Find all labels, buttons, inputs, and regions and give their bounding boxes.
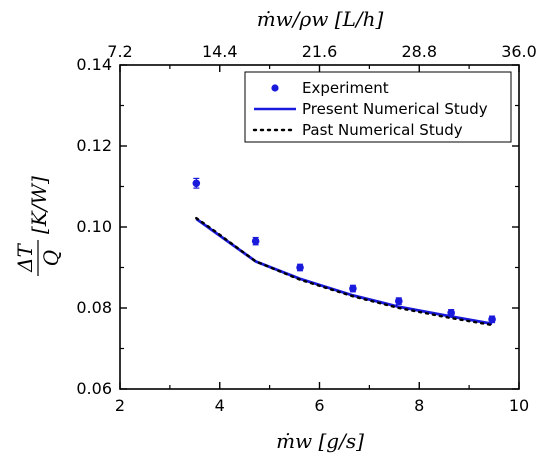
legend-past-label: Past Numerical Study: [302, 121, 463, 139]
legend-experiment-label: Experiment: [302, 79, 389, 97]
top-x-axis-title: ṁw/ρw [L/h]: [257, 7, 384, 31]
past-numerical-line: [195, 216, 494, 327]
legend: Experiment Present Numerical Study Past …: [244, 71, 512, 143]
experiment-point: [488, 315, 496, 324]
legend-present-label: Present Numerical Study: [302, 100, 488, 118]
top-x-tick-label: 28.8: [401, 42, 437, 61]
x-tick-label: 10: [509, 396, 529, 415]
top-x-tick-label: 21.6: [302, 42, 338, 61]
y-tick-label: 0.12: [76, 136, 112, 155]
top-x-tick-label: 36.0: [501, 42, 537, 61]
x-tick-label: 8: [414, 396, 424, 415]
top-x-tick-label: 7.2: [107, 42, 132, 61]
y-axis-title-denominator: Q: [39, 250, 63, 266]
x-tick-label: 6: [314, 396, 324, 415]
y-tick-label: 0.14: [76, 55, 112, 74]
series-layer: [192, 177, 496, 327]
present-numerical-line: [195, 217, 493, 326]
y-tick-label: 0.10: [76, 217, 112, 236]
experiment-point: [192, 179, 201, 188]
experiment-point: [251, 237, 260, 245]
experiment-point: [395, 297, 403, 305]
y-tick-label: 0.08: [76, 298, 112, 317]
experiment-point: [447, 309, 455, 317]
x-tick-label: 4: [215, 396, 225, 415]
y-axis-title-unit: [K/W]: [27, 176, 51, 234]
top-x-tick-label: 14.4: [202, 42, 238, 61]
y-tick-label: 0.06: [76, 379, 112, 398]
x-tick-label: 2: [115, 396, 125, 415]
x-axis-title: ṁw [g/s]: [276, 429, 364, 453]
ticks-layer: 2 4 6 8 10 0.06 0.08 0.10 0.12 0.147.2 14.4 21.6 28.…: [76, 42, 536, 415]
y-axis-title-numerator: ΔT: [13, 242, 37, 272]
experiment-point: [349, 284, 357, 293]
legend-experiment-marker: [271, 84, 279, 92]
y-axis-title: ΔT Q [K/W]: [13, 176, 63, 276]
experiment-point: [296, 263, 304, 272]
